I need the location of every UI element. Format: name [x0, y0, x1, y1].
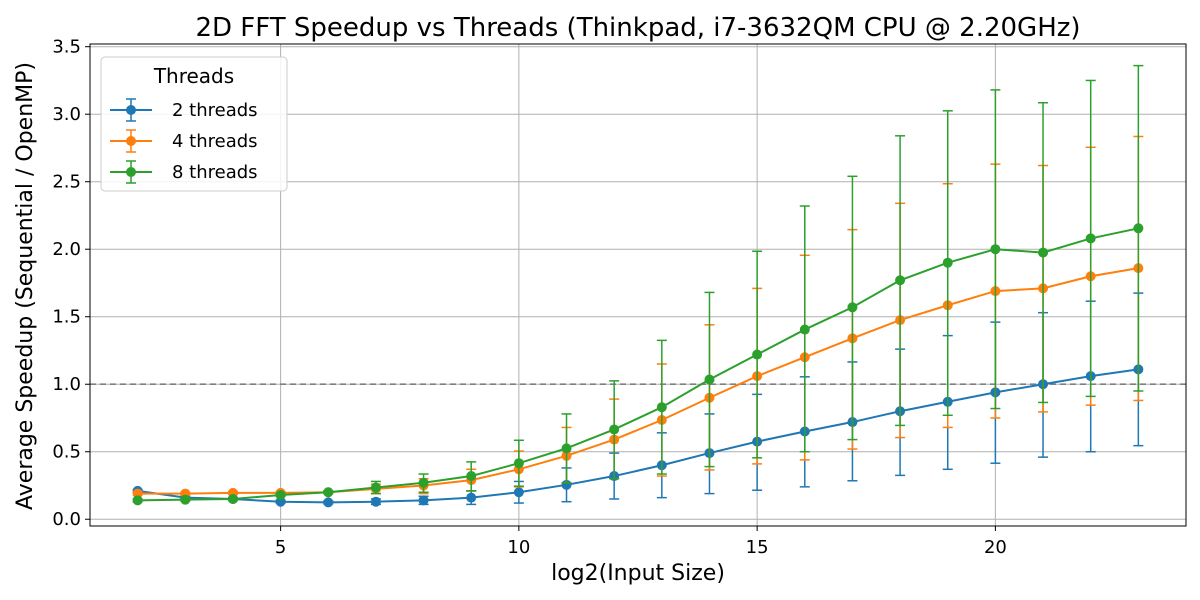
series-line — [137, 368, 1139, 504]
legend-box — [100, 56, 288, 192]
data-point — [180, 494, 191, 505]
data-point — [466, 471, 477, 482]
data-point — [418, 477, 429, 488]
y-tick-label: 2.5 — [52, 172, 81, 193]
chart-title: 2D FFT Speedup vs Threads (Thinkpad, i7-… — [195, 13, 1080, 43]
data-point — [561, 443, 572, 454]
data-point — [466, 492, 477, 503]
x-tick-label: 20 — [984, 537, 1007, 558]
series-line — [137, 267, 1139, 495]
data-point — [370, 496, 381, 507]
legend-swatch-marker — [126, 167, 136, 177]
data-point — [895, 275, 906, 286]
data-point — [1085, 233, 1096, 244]
legend-swatch-marker — [126, 136, 136, 146]
data-point — [227, 493, 238, 504]
legend-label: 2 threads — [172, 100, 258, 121]
y-tick-label: 1.0 — [52, 374, 81, 395]
data-point — [609, 424, 620, 435]
legend-items: 2 threads 4 threads 8 threads — [110, 98, 258, 184]
legend-label: 4 threads — [172, 131, 258, 152]
x-axis-label: log2(Input Size) — [551, 561, 725, 586]
x-tick-label: 15 — [746, 537, 769, 558]
data-point — [132, 495, 143, 506]
y-axis-ticks: 0.0 0.5 1.0 1.5 2.0 2.5 3.0 3.5 — [52, 37, 90, 530]
data-point — [1133, 223, 1144, 234]
y-tick-label: 0.0 — [52, 509, 81, 530]
data-point — [323, 487, 334, 498]
series-layer — [132, 64, 1144, 508]
legend-swatch-marker — [126, 105, 136, 115]
x-tick-label: 5 — [275, 537, 286, 558]
data-point — [847, 302, 858, 313]
legend-title: Threads — [153, 64, 234, 88]
y-tick-label: 1.5 — [52, 307, 81, 328]
data-point — [418, 495, 429, 506]
data-point — [1038, 247, 1049, 258]
y-tick-label: 2.0 — [52, 239, 81, 260]
legend-item-1: 2 threads — [110, 98, 258, 122]
data-point — [799, 324, 810, 335]
data-point — [704, 374, 715, 385]
data-point — [275, 489, 286, 500]
series-3 — [132, 64, 1144, 506]
data-point — [942, 257, 953, 268]
data-point — [990, 244, 1001, 255]
y-tick-label: 3.5 — [52, 37, 81, 58]
legend-label: 8 threads — [172, 162, 258, 183]
data-point — [323, 497, 334, 508]
data-point — [752, 349, 763, 360]
data-point — [370, 482, 381, 493]
x-axis-ticks: 5 10 15 20 — [275, 526, 1007, 558]
legend-item-3: 8 threads — [110, 160, 258, 184]
x-tick-label: 10 — [507, 537, 530, 558]
y-tick-label: 3.0 — [52, 104, 81, 125]
plot-frame — [89, 43, 1187, 527]
series-1 — [132, 292, 1144, 508]
legend: Threads 2 threads 4 threads 8 threads — [100, 56, 288, 192]
legend-item-2: 4 threads — [110, 129, 258, 153]
data-point — [513, 458, 524, 469]
y-tick-label: 0.5 — [52, 442, 81, 463]
series-line — [137, 227, 1139, 502]
data-point — [656, 402, 667, 413]
data-point — [513, 487, 524, 498]
y-axis-label: Average Speedup (Sequential / OpenMP) — [13, 62, 38, 510]
